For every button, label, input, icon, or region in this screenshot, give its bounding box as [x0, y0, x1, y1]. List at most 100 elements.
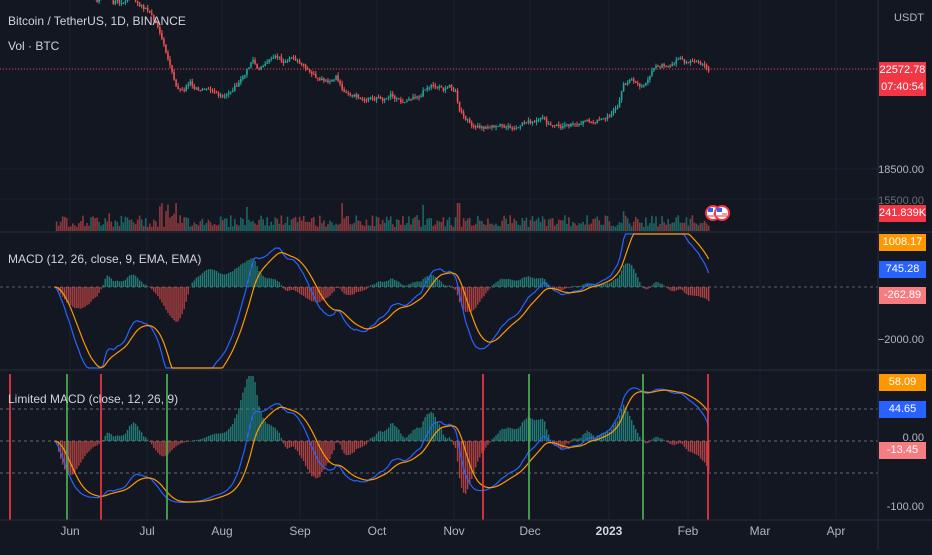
limited-histogram-bar [153, 441, 154, 448]
macd-title[interactable]: MACD (12, 26, close, 9, EMA, EMA) [8, 252, 201, 266]
limited-histogram-bar [127, 430, 128, 441]
limited-histogram-bar [147, 440, 148, 441]
macd-histogram-bar [688, 287, 689, 295]
candle-body [390, 94, 392, 97]
macd-histogram-bar [489, 287, 490, 288]
volume-bar [362, 225, 364, 231]
candle-body [303, 64, 305, 65]
currency-label[interactable]: USDT [894, 12, 924, 24]
macd-histogram-bar [690, 287, 691, 295]
limited-histogram-bar [410, 433, 411, 441]
volume-bar [268, 226, 270, 231]
candle-body [272, 58, 274, 59]
volume-bar [667, 219, 669, 231]
macd-hist-badge: -262.89 [879, 287, 926, 304]
candle-body [546, 119, 548, 124]
volume-bar [400, 225, 402, 231]
limited-histogram-bar [175, 441, 176, 446]
volume-bar [173, 214, 175, 231]
macd-histogram-bar [669, 287, 670, 290]
limited-histogram-bar [289, 441, 290, 448]
limited-histogram-bar [576, 439, 577, 441]
macd-histogram-bar [137, 278, 138, 287]
limited-histogram-bar [356, 441, 357, 449]
volume-bar [659, 224, 661, 231]
macd-histogram-bar [380, 281, 381, 287]
macd-histogram-bar [364, 287, 365, 290]
candle-body [418, 97, 420, 98]
limited-histogram-bar [214, 434, 215, 441]
candle-body [520, 126, 522, 128]
candle-body [386, 98, 388, 99]
limited-histogram-bar [702, 441, 703, 461]
volume-bar [544, 219, 546, 231]
macd-histogram-bar [487, 287, 488, 291]
candle-body [341, 84, 343, 90]
limited-histogram-bar [113, 436, 114, 441]
limited-histogram-bar [378, 431, 379, 441]
macd-histogram-bar [155, 287, 156, 294]
limited-histogram-bar [633, 425, 634, 441]
candle-body [246, 69, 248, 75]
macd-histogram-bar [159, 287, 160, 299]
macd-histogram-bar [615, 279, 616, 287]
macd-histogram-bar [84, 287, 85, 307]
volume-bar [323, 220, 325, 231]
limited-histogram-bar [111, 434, 112, 441]
limited-histogram-bar [228, 429, 229, 441]
macd-histogram-bar [358, 287, 359, 292]
volume-bar [194, 222, 196, 231]
volume-bar [64, 217, 66, 231]
candle-body [256, 64, 258, 69]
candle-body [141, 5, 143, 6]
candle-body [524, 123, 526, 124]
limited-histogram-bar [647, 441, 648, 443]
candle-body [603, 118, 605, 119]
limited-histogram-bar [297, 441, 298, 451]
symbol-title[interactable]: Bitcoin / TetherUS, 1D, BINANCE [8, 14, 186, 28]
macd-histogram-bar [171, 287, 172, 318]
candle-body [258, 69, 260, 70]
candle-body [137, 1, 139, 3]
macd-histogram-bar [641, 286, 642, 287]
volume-bar [637, 219, 639, 231]
countdown-badge: 07:40:54 [879, 79, 926, 96]
volume-bar [671, 223, 673, 231]
volume-title[interactable]: Vol · BTC [8, 39, 59, 53]
candle-body [651, 71, 653, 76]
limited-macd-title[interactable]: Limited MACD (close, 12, 26, 9) [8, 392, 178, 406]
candle-body [469, 119, 471, 122]
candle-body [657, 66, 659, 67]
volume-bar [366, 220, 368, 231]
candle-body [378, 97, 380, 98]
limited-histogram-bar [510, 428, 511, 441]
limited-histogram-bar [380, 431, 381, 441]
macd-histogram-bar [443, 284, 444, 287]
candle-body [558, 125, 560, 127]
event-flags[interactable] [705, 205, 730, 221]
macd-histogram-bar [356, 287, 357, 292]
volume-bar [56, 221, 58, 231]
candle-body [212, 90, 214, 91]
candle-body [210, 89, 212, 90]
volume-bar [183, 217, 185, 231]
macd-histogram-bar [105, 279, 106, 287]
limited-histogram-bar [287, 441, 288, 449]
macd-histogram-bar [348, 287, 349, 295]
volume-bar [422, 205, 424, 231]
macd-histogram-bar [131, 275, 132, 287]
limited-histogram-bar [445, 437, 446, 441]
limited-histogram-bar [512, 428, 513, 441]
macd-histogram-bar [88, 287, 89, 304]
limited-histogram-bar [137, 426, 138, 441]
volume-bar [412, 218, 414, 231]
macd-histogram-bar [376, 283, 377, 287]
macd-histogram-bar [382, 282, 383, 287]
volume-bar [106, 222, 108, 231]
volume-bar [568, 217, 570, 231]
macd-histogram-bar [350, 287, 351, 295]
volume-bar [481, 221, 483, 231]
macd-histogram-bar [435, 277, 436, 287]
